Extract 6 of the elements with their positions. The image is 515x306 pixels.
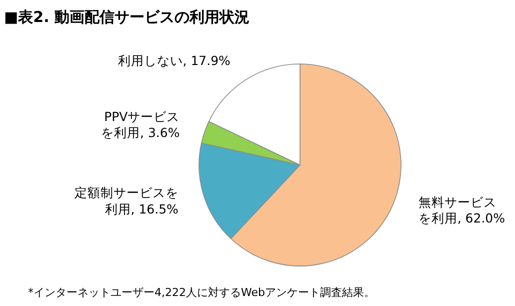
text: *インターネットユーザー4,222人に対するWebアンケート調査結果。	[28, 286, 375, 299]
chart-title: ■表2. 動画配信サービスの利用状況	[4, 8, 250, 26]
slice-label: 利用しない, 17.9%	[118, 52, 231, 68]
slice-label: PPVサービスを利用, 3.6%	[101, 108, 180, 140]
slice-label: 無料サービスを利用, 62.0%	[418, 194, 506, 226]
slice-label: 定額制サービスを利用, 16.5%	[74, 185, 179, 216]
